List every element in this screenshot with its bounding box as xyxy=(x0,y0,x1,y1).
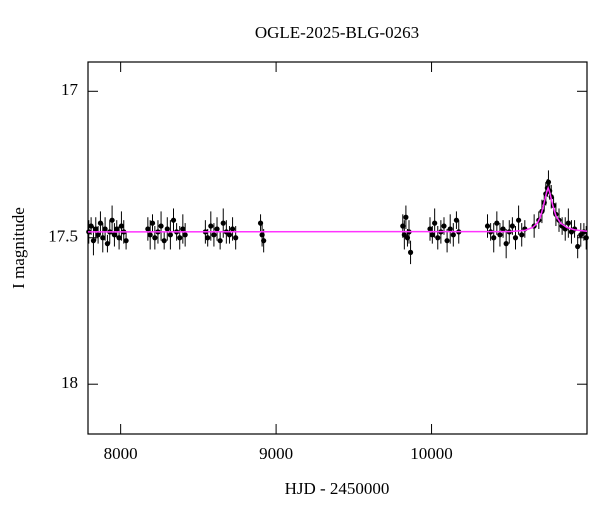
data-point xyxy=(104,241,111,247)
data-point xyxy=(211,232,217,238)
data-point xyxy=(432,220,438,226)
data-point xyxy=(519,232,525,238)
x-tick-label: 8000 xyxy=(104,444,138,463)
data-point xyxy=(102,226,108,232)
data-point xyxy=(116,235,122,241)
y-tick-label: 17.5 xyxy=(48,227,78,246)
data-point xyxy=(450,232,456,238)
data-point xyxy=(161,238,167,244)
data-point xyxy=(575,243,581,250)
data-point xyxy=(214,226,220,232)
data-point xyxy=(447,226,453,232)
data-point xyxy=(545,179,552,185)
data-point xyxy=(205,235,211,241)
data-point xyxy=(88,223,94,229)
data-point xyxy=(229,226,236,232)
data-point xyxy=(220,220,226,226)
data-point xyxy=(180,226,186,232)
data-point xyxy=(500,226,506,232)
data-point xyxy=(208,223,214,229)
data-point xyxy=(583,235,589,241)
x-tick-label: 10000 xyxy=(410,444,453,463)
data-point xyxy=(217,238,223,244)
data-point xyxy=(167,232,173,238)
data-point xyxy=(109,217,115,223)
x-tick-label: 9000 xyxy=(259,444,293,463)
data-point xyxy=(90,238,97,244)
data-point xyxy=(497,232,503,238)
data-point xyxy=(123,238,129,244)
data-point xyxy=(453,217,460,223)
data-point xyxy=(100,235,106,241)
data-point xyxy=(152,235,158,241)
y-tick-label: 17 xyxy=(61,80,79,99)
data-point xyxy=(429,232,435,238)
data-point xyxy=(149,220,156,226)
data-point xyxy=(97,220,104,226)
model-curve xyxy=(87,185,588,233)
data-point xyxy=(145,226,151,232)
data-point xyxy=(95,232,101,238)
data-point xyxy=(512,235,519,241)
data-point xyxy=(177,235,183,241)
data-point xyxy=(233,235,239,241)
data-point xyxy=(93,226,99,232)
data-point xyxy=(427,226,433,232)
data-point xyxy=(118,223,125,229)
data-point xyxy=(494,220,500,226)
data-point xyxy=(407,249,414,255)
data-point xyxy=(503,241,509,247)
y-tick-label: 18 xyxy=(61,373,78,392)
chart-title: OGLE-2025-BLG-0263 xyxy=(255,23,419,42)
data-point xyxy=(403,214,409,220)
data-point xyxy=(484,223,491,229)
data-point xyxy=(444,238,450,244)
data-point xyxy=(182,232,188,238)
data-point xyxy=(170,217,177,223)
data-point xyxy=(516,217,522,223)
data-point xyxy=(147,232,153,238)
plot-frame xyxy=(87,61,588,435)
data-point xyxy=(114,226,120,232)
x-axis-label: HJD - 2450000 xyxy=(285,479,390,498)
data-point xyxy=(261,238,267,244)
data-point xyxy=(565,220,571,226)
data-point xyxy=(509,223,515,229)
y-axis-label: I magnitude xyxy=(9,207,28,289)
data-point xyxy=(226,232,233,238)
data-point xyxy=(158,223,164,229)
data-point xyxy=(435,235,441,241)
data-point xyxy=(111,232,118,238)
data-point xyxy=(491,235,497,241)
data-point xyxy=(441,223,447,229)
data-point xyxy=(164,226,170,232)
